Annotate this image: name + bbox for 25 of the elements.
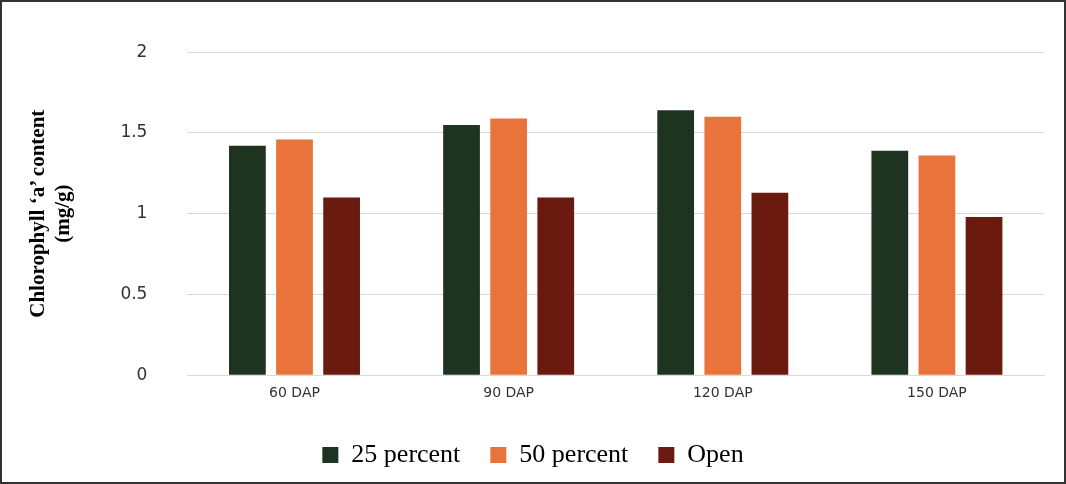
legend-label: 25 percent: [351, 438, 462, 468]
x-tick-label: 90 DAP: [483, 384, 535, 401]
y-tick-label: 1: [136, 202, 148, 223]
bar: [965, 216, 1003, 375]
y-tick-label: 0: [136, 363, 148, 384]
bar: [443, 124, 480, 375]
bar: [490, 118, 528, 375]
bar: [657, 110, 695, 375]
bar: [751, 192, 789, 375]
bar: [871, 150, 909, 375]
y-axis-title: Chlorophyll ‘a’ content (mg/g): [25, 109, 75, 318]
legend-label: Open: [687, 438, 744, 468]
bar: [229, 145, 266, 375]
x-tick-label: 60 DAP: [269, 384, 320, 401]
bar: [323, 197, 360, 375]
x-tick-label: 120 DAP: [692, 384, 753, 401]
legend-label: 50 percent: [519, 438, 630, 468]
bar: [537, 197, 575, 375]
x-tick-label: 150 DAP: [907, 384, 967, 401]
bar: [704, 116, 742, 375]
bar: [918, 155, 956, 375]
y-tick-label: 1.5: [120, 121, 148, 142]
bar: [276, 139, 313, 375]
y-tick-label: 0.5: [120, 282, 148, 303]
y-tick-label: 2: [136, 40, 148, 61]
